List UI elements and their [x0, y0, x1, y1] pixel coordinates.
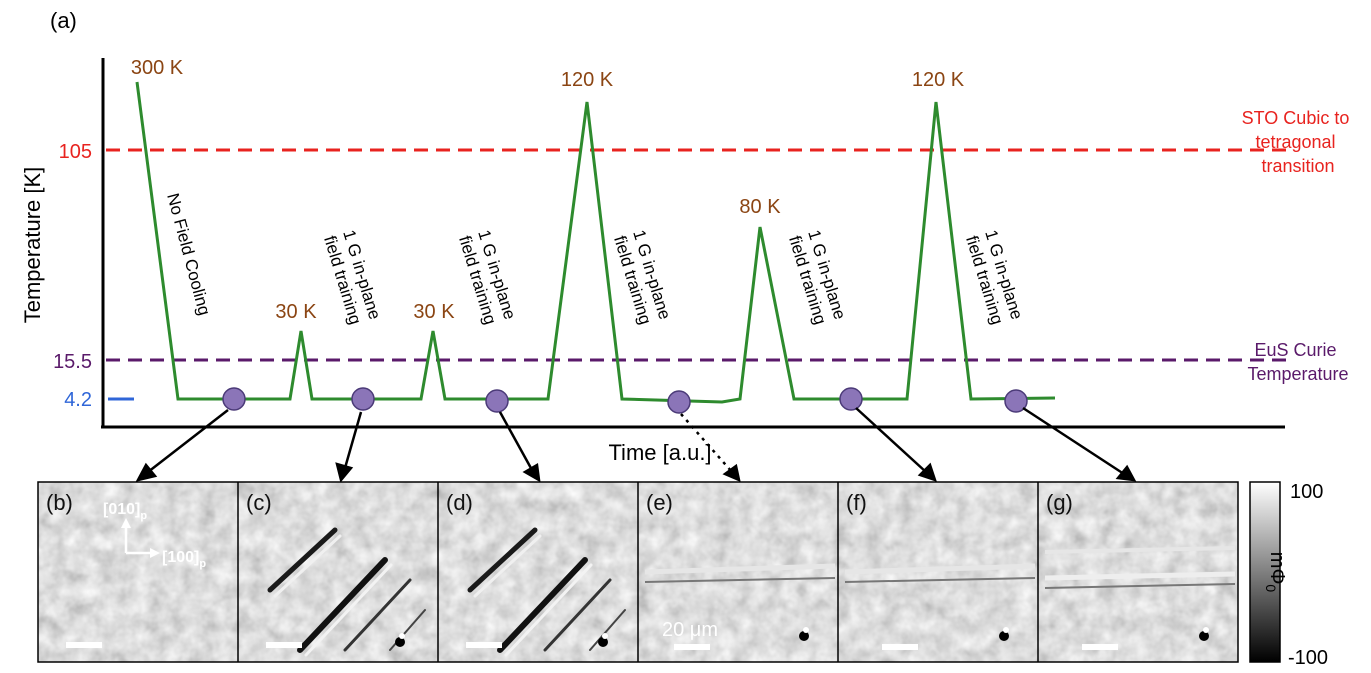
- colorbar: [1249, 481, 1281, 663]
- axis-label-010: [010]p: [103, 501, 147, 522]
- image-panel-b: [38, 482, 238, 662]
- sto-label-line-3: transition: [1261, 156, 1334, 176]
- scale-bar-c: [266, 642, 302, 648]
- arrow-to-f: [855, 407, 927, 473]
- colorbar-max-label: 100: [1290, 481, 1323, 503]
- horizontal-features-g: [1044, 546, 1236, 641]
- arrow-head-d: [522, 462, 541, 483]
- eus-label-line-2: Temperature: [1247, 364, 1348, 384]
- scale-bar-g: [1082, 644, 1118, 650]
- crystal-axes: [121, 518, 160, 558]
- segment-label-training-1: 1 G in-plane field training: [320, 228, 386, 333]
- colorbar-unit-label: mΦ0: [1263, 552, 1288, 593]
- segment-label-training-5: 1 G in-plane field training: [962, 228, 1028, 333]
- stripe-features-c: [267, 527, 426, 657]
- arrow-to-d: [498, 411, 534, 471]
- sto-label-line-2: tetragonal: [1255, 132, 1335, 152]
- peak-label-30k-2: 30 K: [413, 301, 455, 323]
- y-tick-label-15-5: 15.5: [53, 351, 92, 373]
- arrow-head-f: [917, 462, 937, 482]
- measurement-marker-f: [839, 387, 863, 411]
- stripe-features-d: [467, 527, 626, 657]
- peak-label-30k-1: 30 K: [275, 301, 317, 323]
- scale-bar-d: [466, 642, 502, 648]
- eus-curie-label: EuS Curie Temperature: [1247, 340, 1348, 384]
- scale-bar-f: [882, 644, 918, 650]
- y-tick-label-4-2: 4.2: [64, 389, 92, 411]
- segment-label-training-3: 1 G in-plane field training: [610, 228, 676, 333]
- measurement-marker-d: [485, 389, 509, 413]
- eus-label-line-1: EuS Curie: [1254, 340, 1336, 360]
- arrow-head-c: [335, 462, 354, 483]
- panel-letter-b: (b): [46, 490, 73, 515]
- segment-label-no-field-cooling: No Field Cooling: [163, 191, 214, 317]
- arrow-to-b: [147, 409, 229, 473]
- arrow-to-e: [680, 413, 733, 473]
- panel-letter-d: (d): [446, 490, 473, 515]
- panel-letter-a: (a): [50, 8, 77, 33]
- temperature-profile-line: [135, 81, 1056, 404]
- y-tick-label-105: 105: [59, 141, 92, 163]
- peak-label-120k-1: 120 K: [561, 69, 614, 91]
- image-strip: (b) (c) (d) (e) (f) (g) [010]p [100]p 20…: [37, 481, 1239, 663]
- arrow-head-e: [722, 463, 741, 483]
- axis-label-100: [100]p: [162, 549, 206, 570]
- sto-transition-label: STO Cubic to tetragonal transition: [1242, 108, 1355, 176]
- panel-letter-c: (c): [246, 490, 272, 515]
- peak-label-300k: 300 K: [131, 57, 184, 79]
- arrow-head-b: [135, 462, 158, 482]
- measurement-marker-g: [1004, 389, 1028, 413]
- x-axis-label: Time [a.u.]: [608, 440, 711, 465]
- scale-bar-b: [66, 642, 102, 648]
- scale-bar-label: 20 μm: [662, 619, 718, 641]
- measurement-marker-e: [667, 390, 691, 414]
- arrow-head-g: [1115, 464, 1137, 482]
- panel-letter-g: (g): [1046, 490, 1073, 515]
- horizontal-features-e: [644, 563, 836, 641]
- peak-label-120k-2: 120 K: [912, 69, 965, 91]
- measurement-marker-c: [351, 387, 375, 411]
- colorbar-min-label: -100: [1288, 647, 1328, 669]
- scale-bar-e: [674, 644, 710, 650]
- panel-letter-e: (e): [646, 490, 673, 515]
- peak-label-80k: 80 K: [739, 196, 781, 218]
- sto-label-line-1: STO Cubic to: [1242, 108, 1350, 128]
- segment-label-training-4: 1 G in-plane field training: [785, 228, 851, 333]
- segment-label-training-2: 1 G in-plane field training: [455, 228, 521, 333]
- measurement-marker-b: [222, 387, 246, 411]
- arrow-to-c: [343, 411, 363, 469]
- arrow-to-g: [1022, 406, 1125, 476]
- horizontal-features-f: [844, 563, 1036, 641]
- panel-letter-f: (f): [846, 490, 867, 515]
- y-axis-label: Temperature [K]: [20, 167, 45, 324]
